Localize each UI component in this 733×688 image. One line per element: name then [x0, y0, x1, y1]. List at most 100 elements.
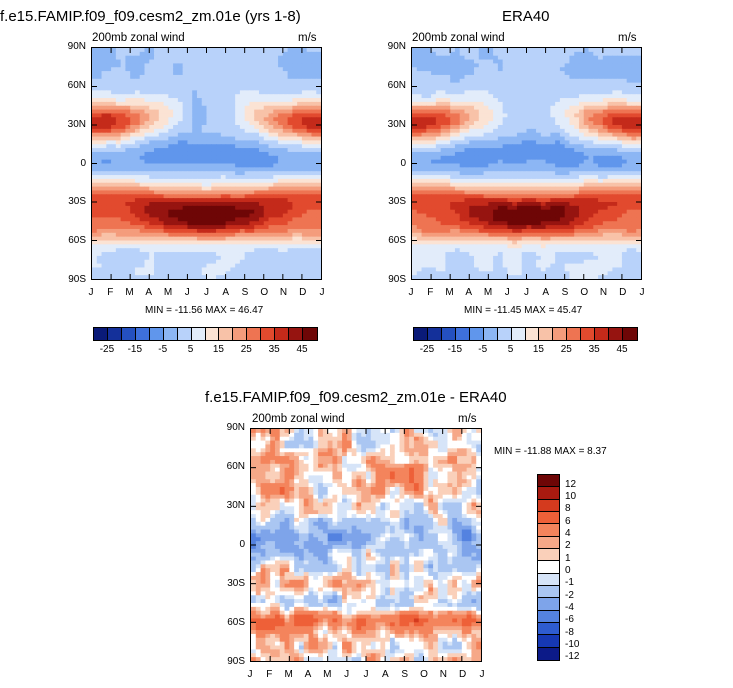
heatmap-cell — [617, 113, 623, 118]
heatmap-cell — [196, 132, 203, 138]
heatmap-cell — [474, 167, 480, 172]
heatmap-cell — [598, 90, 604, 95]
heatmap-cell — [301, 163, 308, 168]
heatmap-cell — [177, 240, 184, 245]
heatmap-cell — [478, 155, 485, 161]
heatmap-cell — [316, 236, 321, 242]
heatmap-cell — [478, 175, 485, 180]
heatmap-cell — [292, 55, 298, 61]
heatmap-cell — [173, 105, 179, 111]
heatmap-cell — [196, 205, 203, 211]
heatmap-cell — [211, 263, 217, 269]
heatmap-cell — [96, 51, 103, 57]
heatmap-cell — [230, 252, 236, 257]
heatmap-cell — [464, 55, 470, 61]
heatmap-cell — [521, 63, 528, 68]
heatmap-cell — [536, 90, 542, 95]
heatmap-cell — [301, 105, 308, 111]
heatmap-cell — [173, 205, 179, 211]
heatmap-cell — [421, 136, 427, 141]
heatmap-cell — [602, 205, 609, 211]
heatmap-cell — [550, 202, 556, 207]
heatmap-cell — [177, 136, 184, 141]
heatmap-cell — [244, 267, 251, 272]
heatmap-cell — [92, 121, 98, 126]
heatmap-cell — [598, 132, 604, 138]
heatmap-cell — [239, 51, 246, 57]
heatmap-cell — [177, 182, 184, 188]
heatmap-cell — [292, 128, 298, 134]
panel1-plot — [91, 47, 322, 280]
heatmap-cell — [559, 55, 566, 61]
heatmap-cell — [230, 117, 236, 122]
heatmap-cell — [617, 140, 623, 145]
heatmap-cell — [564, 67, 571, 72]
heatmap-cell — [187, 190, 193, 195]
heatmap-cell — [507, 86, 513, 91]
heatmap-cell — [512, 125, 518, 130]
heatmap-cell — [445, 94, 451, 99]
heatmap-cell — [306, 94, 313, 99]
heatmap-cell — [292, 86, 298, 91]
heatmap-cell — [254, 67, 260, 72]
heatmap-cell — [512, 51, 518, 57]
heatmap-cell — [512, 71, 518, 76]
heatmap-cell — [154, 252, 160, 257]
heatmap-cell — [201, 225, 208, 230]
heatmap-cell — [301, 59, 308, 64]
heatmap-cell — [412, 136, 418, 141]
heatmap-cell — [125, 202, 131, 207]
heatmap-cell — [631, 163, 637, 168]
heatmap-cell — [177, 117, 184, 122]
heatmap-cell — [134, 94, 141, 99]
heatmap-cell — [130, 67, 136, 72]
heatmap-cell — [416, 55, 423, 61]
heatmap-cell — [612, 109, 618, 115]
heatmap-cell — [173, 98, 179, 103]
heatmap-cell — [607, 167, 613, 172]
heatmap-cell — [273, 175, 279, 180]
heatmap-cell — [130, 128, 136, 134]
heatmap-cell — [297, 155, 303, 161]
heatmap-cell — [598, 63, 604, 68]
heatmap-cell — [211, 171, 217, 176]
heatmap-cell — [297, 178, 303, 184]
heatmap-cell — [488, 175, 494, 180]
heatmap-cell — [115, 163, 122, 168]
heatmap-cell — [593, 94, 599, 99]
heatmap-cell — [454, 136, 461, 141]
heatmap-cell — [206, 198, 212, 203]
heatmap-cell — [216, 236, 222, 242]
heatmap-cell — [531, 125, 537, 130]
heatmap-cell — [545, 198, 551, 203]
heatmap-cell — [96, 194, 103, 199]
heatmap-cell — [435, 74, 442, 80]
heatmap-cell — [268, 209, 274, 215]
heatmap-cell — [154, 148, 160, 153]
heatmap-cell — [235, 213, 241, 218]
heatmap-cell — [569, 159, 575, 165]
heatmap-cell — [196, 121, 203, 126]
heatmap-cell — [297, 132, 303, 138]
heatmap-cell — [168, 171, 174, 176]
heatmap-cell — [631, 178, 637, 184]
heatmap-cell — [230, 209, 236, 215]
heatmap-cell — [177, 128, 184, 134]
heatmap-cell — [196, 105, 203, 111]
heatmap-cell — [125, 259, 131, 265]
heatmap-cell — [230, 144, 236, 149]
heatmap-cell — [292, 198, 298, 203]
heatmap-cell — [196, 55, 203, 61]
heatmap-cell — [301, 182, 308, 188]
heatmap-cell — [130, 48, 136, 53]
heatmap-cell — [268, 155, 274, 161]
heatmap-cell — [483, 86, 489, 91]
heatmap-cell — [531, 194, 537, 199]
heatmap-cell — [139, 275, 146, 279]
heatmap-cell — [564, 190, 571, 195]
heatmap-cell — [445, 194, 451, 199]
heatmap-cell — [316, 217, 321, 222]
heatmap-cell — [306, 121, 313, 126]
heatmap-cell — [636, 205, 641, 211]
heatmap-cell — [216, 121, 222, 126]
